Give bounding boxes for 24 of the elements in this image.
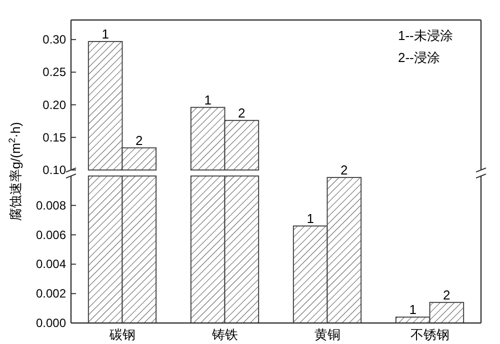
y-tick-label: 0.002 — [36, 286, 66, 301]
x-tick-label: 碳钢 — [108, 327, 136, 342]
series-label: 2 — [136, 132, 143, 148]
x-tick-label: 黄铜 — [314, 327, 340, 342]
series-label: 1 — [306, 210, 314, 226]
text: 2 — [238, 105, 246, 120]
y-tick-label: 0.10 — [42, 163, 66, 177]
text: 1 — [204, 92, 212, 108]
x-tick-label: 铸铁 — [210, 327, 238, 342]
y-tick-label: 0.008 — [36, 198, 66, 212]
text: 1 — [409, 302, 416, 318]
annotation: 1--未浸涂 — [398, 28, 453, 43]
y-tick-label: 0.006 — [36, 228, 66, 242]
y-tick-label: 0.000 — [36, 316, 66, 330]
series-label: 2 — [340, 162, 348, 178]
y-tick-label: 0.15 — [42, 130, 66, 144]
y-tick-label: 0.004 — [36, 257, 66, 272]
x-tick-label: 不锈钢 — [410, 327, 450, 342]
text: 2 — [443, 287, 450, 302]
annotation: 2--浸涂 — [398, 50, 440, 65]
y-tick-label: 0.30 — [42, 32, 66, 47]
y-tick-label: 0.25 — [42, 65, 66, 80]
series-label: 1 — [102, 26, 109, 42]
y-tick-label: 0.20 — [42, 98, 66, 112]
